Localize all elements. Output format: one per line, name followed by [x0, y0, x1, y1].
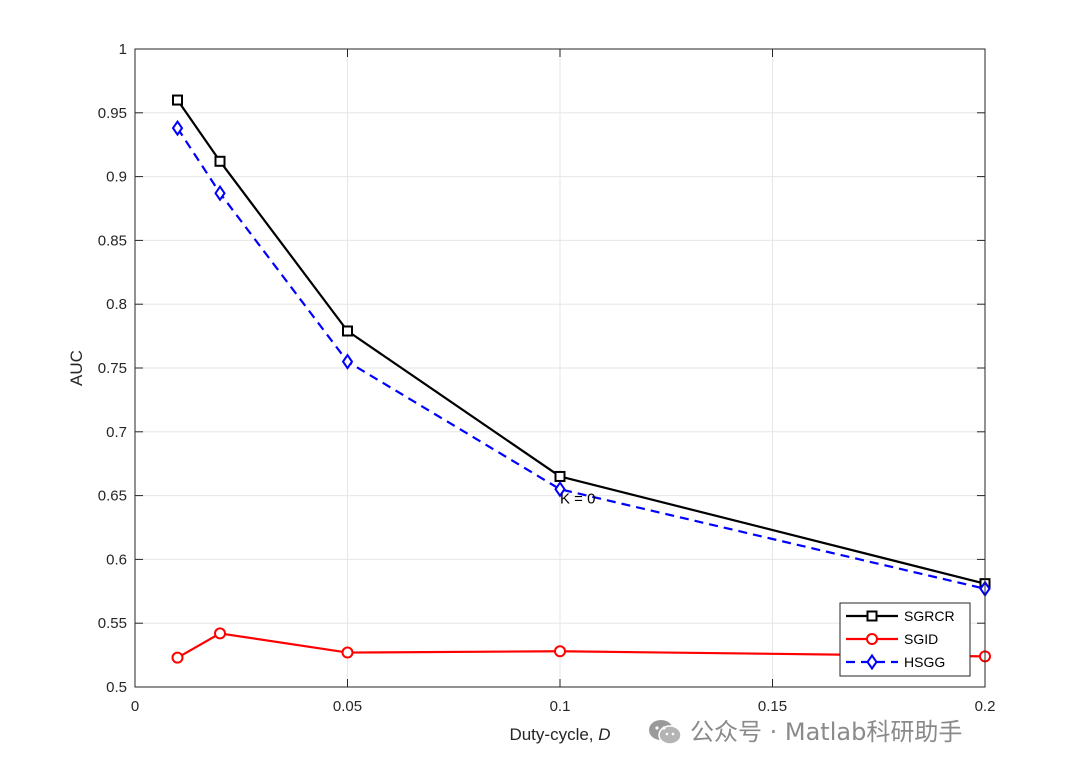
y-tick-label: 0.8 — [106, 296, 127, 313]
data-point — [341, 353, 354, 370]
legend-marker — [866, 633, 878, 645]
y-axis-label: AUC — [67, 350, 86, 386]
grid — [134, 48, 986, 688]
y-tick-label: 0.55 — [98, 615, 127, 632]
series-layer — [171, 94, 991, 664]
data-point — [341, 646, 354, 659]
x-tick-label: 0.2 — [975, 698, 996, 715]
y-tick-label: 0.95 — [98, 105, 127, 122]
ticks: 0 0.05 0.1 0.15 0.2 0.5 0.55 0.6 0.65 0.7 0.75 0.8 0… — [98, 41, 996, 715]
legend-label: HSGG — [904, 654, 945, 670]
legend: SGRCR SGID HSGG — [839, 602, 971, 677]
y-tick-label: 0.65 — [98, 488, 127, 505]
data-point — [554, 470, 566, 482]
y-tick-label: 0.75 — [98, 360, 127, 377]
wechat-icon — [649, 720, 682, 745]
y-tick-label: 0.5 — [106, 679, 127, 696]
data-point — [172, 94, 183, 106]
legend-label: SGRCR — [904, 608, 955, 624]
watermark: 公众号 · Matlab科研助手 — [648, 712, 962, 747]
watermark-text: 公众号 · Matlab科研助手 — [690, 718, 963, 746]
y-tick-label: 0.7 — [106, 424, 127, 441]
data-point — [342, 325, 353, 337]
series-sgid — [171, 627, 991, 664]
x-axis-label: Duty-cycle, D — [509, 725, 610, 744]
x-tick-label: 0.1 — [550, 698, 571, 715]
data-point — [554, 480, 566, 498]
x-tick-label: 0.05 — [333, 698, 362, 715]
data-point — [171, 651, 184, 664]
legend-marker — [866, 653, 878, 671]
legend-marker — [866, 610, 878, 622]
y-tick-label: 0.6 — [106, 551, 127, 568]
annotations: K = 0 — [560, 491, 595, 508]
x-tick-label: 0 — [131, 698, 139, 715]
y-tick-label: 0.9 — [106, 169, 127, 186]
legend-label: SGID — [904, 631, 938, 647]
data-point — [214, 155, 226, 167]
y-tick-label: 1 — [119, 41, 127, 58]
data-point — [554, 645, 566, 658]
data-point — [214, 627, 226, 640]
y-tick-label: 0.85 — [98, 232, 127, 249]
data-point — [214, 184, 226, 202]
annotation-label: K = 0 — [560, 491, 595, 508]
x-tick-label: 0.15 — [758, 698, 787, 715]
data-point — [171, 119, 184, 137]
